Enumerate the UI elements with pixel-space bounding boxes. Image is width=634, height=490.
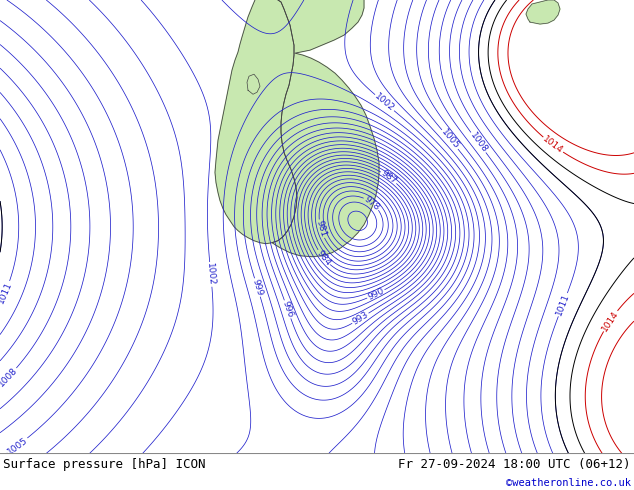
Polygon shape: [215, 0, 297, 244]
Text: 981: 981: [314, 220, 328, 239]
Text: 987: 987: [379, 169, 399, 186]
Text: ©weatheronline.co.uk: ©weatheronline.co.uk: [506, 478, 631, 489]
Text: 1014: 1014: [541, 134, 565, 155]
Text: 984: 984: [314, 248, 332, 267]
Text: 999: 999: [250, 278, 264, 297]
Text: 996: 996: [280, 300, 295, 319]
Polygon shape: [272, 0, 379, 257]
Text: 1002: 1002: [373, 92, 396, 114]
Text: 993: 993: [351, 310, 370, 327]
Text: 1005: 1005: [439, 128, 461, 151]
Text: 1002: 1002: [205, 263, 216, 286]
Text: 1005: 1005: [6, 435, 29, 456]
Polygon shape: [247, 74, 260, 94]
Text: Fr 27-09-2024 18:00 UTC (06+12): Fr 27-09-2024 18:00 UTC (06+12): [398, 458, 631, 471]
Text: 990: 990: [366, 286, 385, 302]
Text: 1011: 1011: [555, 293, 571, 317]
Text: 1008: 1008: [0, 366, 19, 389]
Text: Surface pressure [hPa] ICON: Surface pressure [hPa] ICON: [3, 458, 205, 471]
Text: 1014: 1014: [600, 309, 620, 333]
Text: 1008: 1008: [468, 130, 489, 154]
Polygon shape: [300, 8, 318, 24]
Text: 978: 978: [363, 194, 382, 212]
Text: 1011: 1011: [0, 280, 14, 305]
Polygon shape: [526, 0, 560, 24]
